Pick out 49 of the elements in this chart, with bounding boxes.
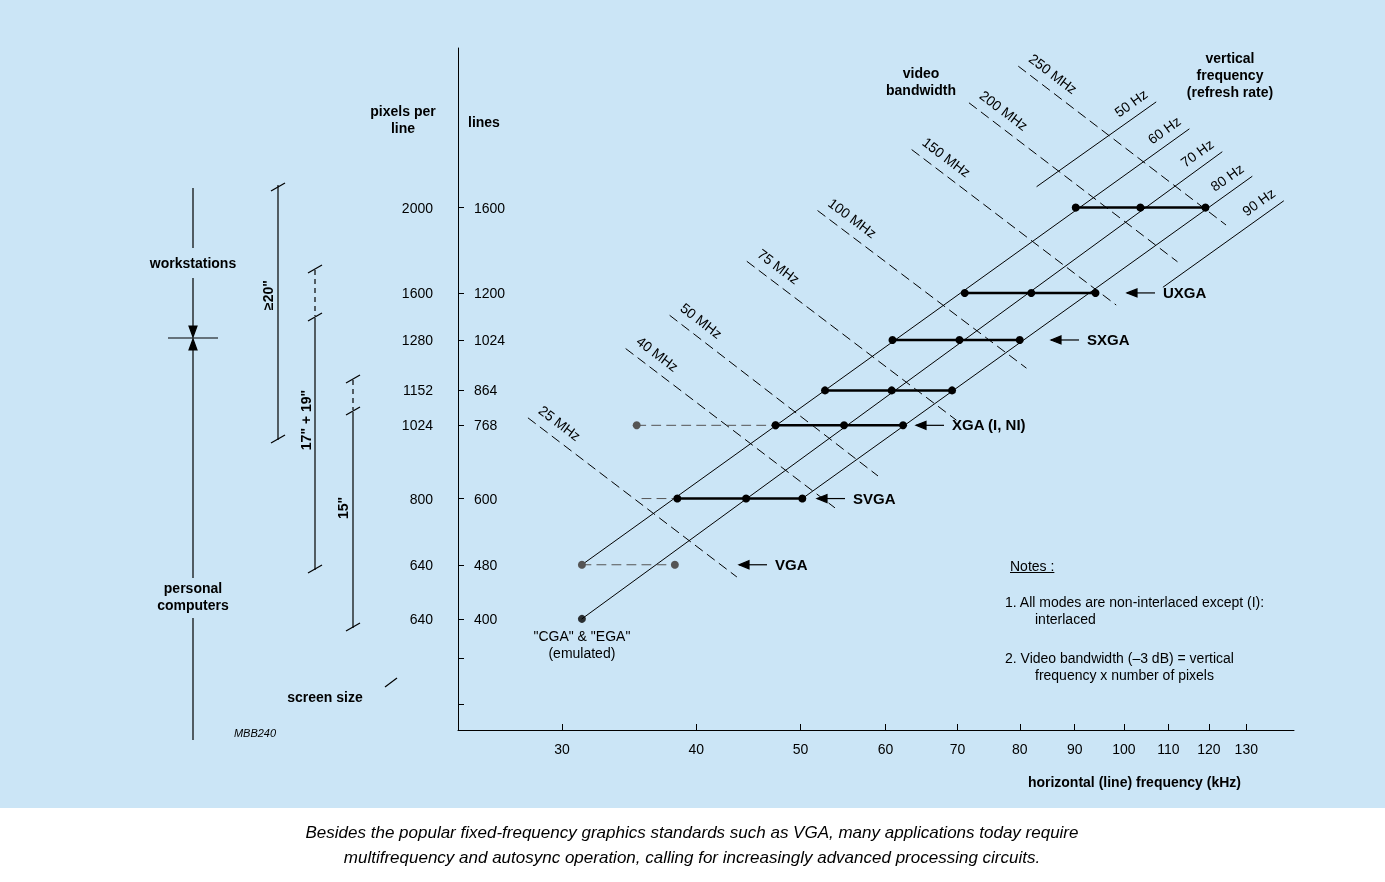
x-tick-label: 30 xyxy=(554,741,571,757)
text: Besides the popular fixed-frequency graphics standards such as VGA, many applications today require multifrequency and autosync operation, calling for increasingly advanced processing circuits. xyxy=(304,822,1080,869)
text: ≥20" xyxy=(259,280,277,310)
x-tick-label: 130 xyxy=(1234,741,1259,757)
annotation: SXGA xyxy=(1087,330,1130,348)
x-tick-label: 110 xyxy=(1157,741,1180,757)
annotation: vertical frequency (refresh rate) xyxy=(1185,49,1275,101)
annotation: Notes : xyxy=(1010,558,1055,575)
y-tick-label: 600 xyxy=(474,490,498,507)
text: 2000 xyxy=(401,199,433,217)
y-tick-label: 768 xyxy=(474,417,498,434)
text: 640 xyxy=(409,556,433,574)
x-axis-title: horizontal (line) frequency (kHz) xyxy=(1027,774,1241,791)
text: 1600 xyxy=(401,284,433,302)
annotation: UXGA xyxy=(1163,283,1207,301)
text: workstations xyxy=(149,254,237,272)
y-tick-label: 1024 xyxy=(474,331,506,348)
x-tick-label: 90 xyxy=(1066,741,1083,757)
annotation: VGA xyxy=(775,555,808,573)
text: MBB240 xyxy=(233,725,277,741)
y-tick-label: 864 xyxy=(474,382,498,399)
x-tick-label: 40 xyxy=(688,741,705,757)
text: pixels per line xyxy=(369,103,437,137)
x-tick-label: 80 xyxy=(1011,741,1028,757)
annotation: SVGA xyxy=(853,489,896,507)
annotation: video bandwidth xyxy=(885,65,957,99)
text: 1024 xyxy=(401,417,433,435)
text: 640 xyxy=(409,610,433,628)
text: 1152 xyxy=(402,382,433,400)
x-tick-label: 60 xyxy=(877,741,894,757)
text: screen size xyxy=(287,688,363,706)
text: 17" + 19" xyxy=(297,389,315,451)
text: 800 xyxy=(409,490,433,508)
x-tick-label: 120 xyxy=(1197,741,1221,757)
x-tick-label: 70 xyxy=(949,741,966,757)
y-tick-label: 1200 xyxy=(474,284,506,301)
y-tick-label: 1600 xyxy=(474,199,506,216)
y-axis-title: lines xyxy=(468,114,500,131)
annotation: "CGA" & "EGA" (emulated) xyxy=(532,627,632,662)
text: personal computers xyxy=(156,580,230,614)
x-tick-label: 100 xyxy=(1112,741,1136,757)
x-tick-label: 50 xyxy=(792,741,809,757)
text: 1280 xyxy=(401,331,433,349)
text: 15" xyxy=(334,496,352,520)
annotation: XGA (I, NI) xyxy=(952,416,1026,434)
y-tick-label: 480 xyxy=(474,556,498,573)
annotation: 2. Video bandwidth (–3 dB) = vertical frequency x number of pixels xyxy=(1005,650,1235,684)
y-tick-label: 400 xyxy=(474,610,498,627)
annotation: 1. All modes are non-interlaced except (I): interlaced xyxy=(1005,594,1266,628)
